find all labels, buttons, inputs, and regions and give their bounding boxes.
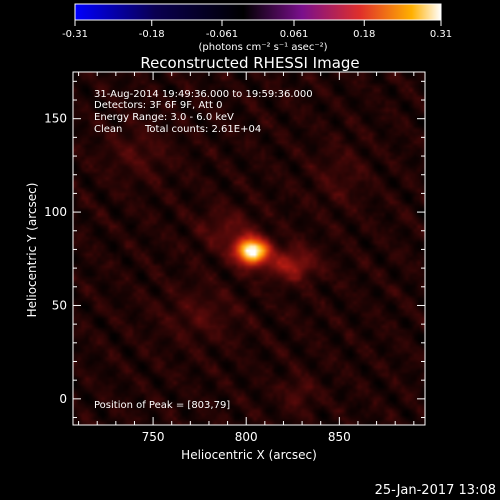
colorbar: -0.31 -0.18 -0.061 0.061 0.18 0.31 (photons c… (62, 3, 452, 53)
plot-frame (72, 71, 426, 426)
y-tick-label: 150 (44, 112, 67, 126)
colorbar-tick-label: 0.18 (353, 29, 375, 40)
colorbar-ticks (74, 20, 442, 26)
y-axis-label: Heliocentric Y (arcsec) (25, 183, 39, 318)
heatmap-image (73, 72, 425, 425)
chart-title: Reconstructed RHESSI Image (140, 54, 359, 72)
x-tick-label: 800 (235, 430, 258, 444)
y-axis-ticks: 0 50 100 150 (44, 80, 425, 419)
footer-timestamp: 25-Jan-2017 13:08 (375, 483, 496, 498)
annotation-algorithm: Clean (94, 124, 122, 135)
x-tick-label: 850 (328, 430, 351, 444)
y-tick-label: 100 (44, 205, 67, 219)
x-axis-ticks: 750 800 850 (78, 72, 415, 444)
image-annotations: 31-Aug-2014 19:49:36.000 to 19:59:36.000… (94, 89, 313, 411)
colorbar-units: (photons cm⁻² s⁻¹ asec⁻²) (198, 42, 327, 53)
colorbar-tick-label: -0.31 (62, 29, 88, 40)
x-tick-label: 750 (142, 430, 165, 444)
heatmap-container (73, 72, 425, 425)
x-axis-label: Heliocentric X (arcsec) (181, 448, 317, 462)
annotation-detectors: Detectors: 3F 6F 9F, Att 0 (94, 100, 222, 111)
colorbar-tick-label: -0.18 (139, 29, 165, 40)
colorbar-gradient (74, 3, 442, 21)
annotation-total-counts: Total counts: 2.61E+04 (144, 124, 261, 135)
y-tick-label: 50 (52, 298, 67, 312)
annotation-time-range: 31-Aug-2014 19:49:36.000 to 19:59:36.000 (94, 89, 313, 100)
colorbar-tick-labels: -0.31 -0.18 -0.061 0.061 0.18 0.31 (62, 29, 452, 40)
y-tick-label: 0 (59, 392, 67, 406)
colorbar-tick-label: -0.061 (206, 29, 238, 40)
annotation-peak-position: Position of Peak = [803,79] (94, 400, 230, 411)
colorbar-tick-label: 0.31 (430, 29, 452, 40)
colorbar-tick-label: 0.061 (280, 29, 309, 40)
annotation-energy-range: Energy Range: 3.0 - 6.0 keV (94, 112, 234, 123)
